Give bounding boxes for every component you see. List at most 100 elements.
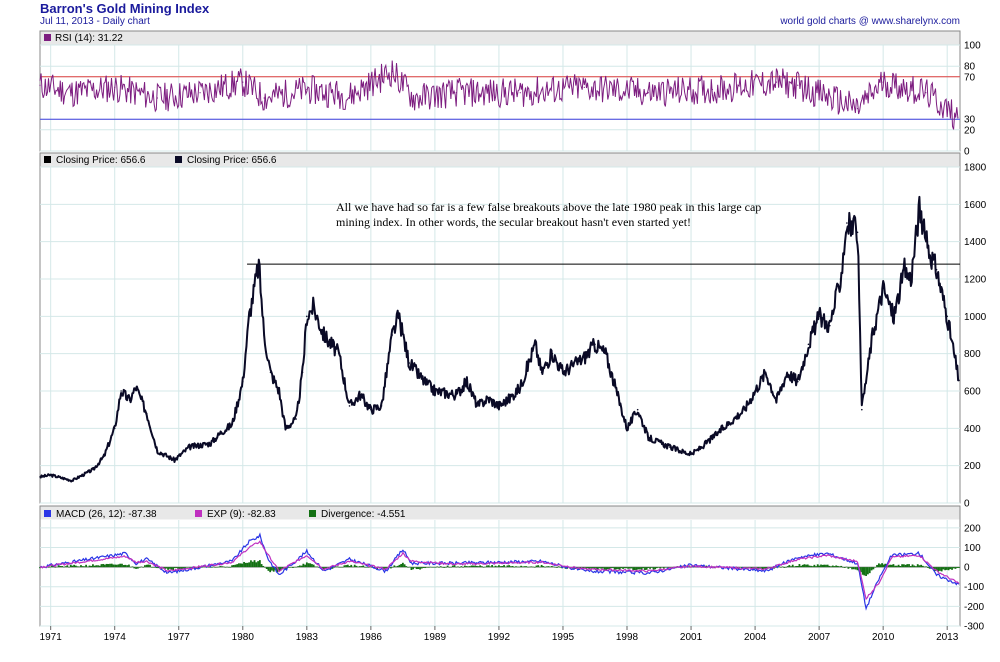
divergence-bar <box>842 567 844 568</box>
divergence-bar <box>916 564 919 568</box>
divergence-bar <box>236 564 239 568</box>
divergence-bar <box>267 567 270 571</box>
divergence-bar <box>444 567 447 568</box>
divergence-bar <box>365 566 368 568</box>
divergence-bar <box>197 567 200 569</box>
divergence-bar <box>222 566 225 568</box>
price-point <box>743 408 746 411</box>
divergence-bar <box>901 564 903 568</box>
price-y-tick-label: 800 <box>964 349 981 360</box>
divergence-bar <box>552 566 555 568</box>
divergence-bar <box>600 567 603 569</box>
divergence-bar <box>92 564 94 568</box>
rsi-point <box>242 81 244 83</box>
divergence-bar <box>786 566 789 568</box>
divergence-bar <box>85 564 88 568</box>
price-point <box>754 390 756 392</box>
divergence-bar <box>420 567 423 569</box>
divergence-bar <box>612 567 614 569</box>
price-point <box>269 371 272 374</box>
divergence-bar <box>271 567 273 571</box>
divergence-bar <box>336 566 339 568</box>
divergence-bar <box>523 566 526 568</box>
price-point <box>856 231 859 234</box>
divergence-bar <box>341 566 344 568</box>
divergence-bar <box>328 567 330 568</box>
rsi-point <box>263 97 265 99</box>
divergence-bar <box>112 564 115 568</box>
divergence-bar <box>956 567 959 568</box>
divergence-bar <box>693 566 696 568</box>
price-point <box>839 278 842 280</box>
divergence-bar <box>424 567 427 569</box>
divergence-bar <box>383 567 385 569</box>
price-point <box>764 371 767 374</box>
divergence-bar <box>525 566 528 568</box>
divergence-bar <box>852 567 855 570</box>
divergence-bar <box>210 567 213 568</box>
divergence-bar <box>513 566 516 568</box>
divergence-bar <box>746 567 748 568</box>
divergence-bar <box>427 567 430 568</box>
divergence-bar <box>644 567 646 571</box>
divergence-bar <box>590 567 592 569</box>
price-point <box>348 405 351 407</box>
divergence-bar <box>906 564 909 568</box>
divergence-bar <box>126 565 129 568</box>
rsi-point <box>114 86 116 88</box>
price-point <box>732 418 735 420</box>
divergence-bar <box>348 566 351 568</box>
divergence-bar <box>110 563 113 568</box>
macd-y-tick-label: 100 <box>964 543 981 554</box>
rsi-legend-swatch <box>44 34 51 41</box>
divergence-bar <box>518 566 521 568</box>
divergence-bar <box>596 567 599 570</box>
divergence-bar <box>532 566 534 568</box>
divergence-bar <box>808 565 811 568</box>
divergence-bar <box>450 566 452 568</box>
divergence-bar <box>640 567 643 571</box>
divergence-bar <box>887 565 890 568</box>
divergence-bar <box>340 567 342 568</box>
rsi-y-tick-label: 20 <box>964 125 976 136</box>
divergence-bar <box>849 567 852 568</box>
divergence-bar <box>451 565 454 568</box>
price-point <box>173 459 176 461</box>
rsi-point <box>882 81 884 83</box>
divergence-bar <box>331 567 334 569</box>
price-point <box>135 386 137 389</box>
divergence-bar <box>890 564 893 568</box>
chart-subtitle: Jul 11, 2013 - Daily chart <box>40 16 150 27</box>
divergence-bar <box>620 567 623 569</box>
divergence-bar <box>781 566 784 568</box>
divergence-bar <box>467 566 470 568</box>
price-point <box>103 455 105 458</box>
rsi-point <box>348 95 351 97</box>
divergence-bar <box>154 567 156 568</box>
divergence-bar <box>557 566 560 568</box>
divergence-bar <box>487 565 490 568</box>
divergence-bar <box>511 565 514 568</box>
price-point <box>946 315 948 318</box>
divergence-bar <box>458 567 461 568</box>
divergence-bar <box>825 564 827 568</box>
divergence-bar <box>785 567 787 568</box>
x-tick-label: 1980 <box>232 632 255 643</box>
divergence-bar <box>915 566 917 568</box>
divergence-bar <box>815 566 817 568</box>
divergence-bar <box>588 567 591 569</box>
divergence-bar <box>175 567 178 569</box>
divergence-bar <box>358 566 361 568</box>
divergence-bar <box>566 567 569 569</box>
price-point <box>312 306 315 308</box>
divergence-bar <box>246 562 249 568</box>
divergence-bar <box>556 567 558 568</box>
divergence-bar <box>302 563 305 568</box>
rsi-point <box>71 92 73 94</box>
rsi-point <box>647 92 649 94</box>
divergence-bar <box>334 566 337 568</box>
divergence-bar <box>216 566 218 568</box>
divergence-bar <box>935 567 938 571</box>
price-legend-swatch-1 <box>44 156 51 163</box>
